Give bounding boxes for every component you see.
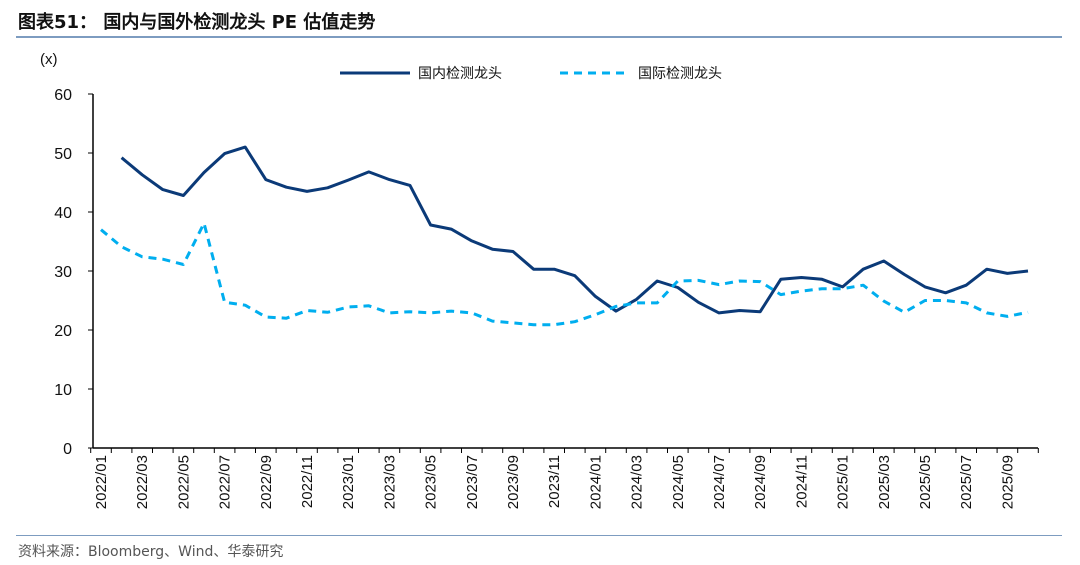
x-tick-label: 2022/05: [175, 455, 192, 509]
x-tick-label: 2022/11: [299, 455, 316, 508]
legend-label-domestic: 国内检测龙头: [418, 65, 502, 81]
y-tick-label: 50: [54, 146, 72, 163]
x-tick-label: 2024/03: [629, 455, 646, 509]
x-tick-label: 2024/07: [711, 455, 728, 509]
x-tick-label: 2025/01: [835, 455, 852, 509]
x-tick-label: 2025/09: [999, 455, 1016, 509]
legend-label-international: 国际检测龙头: [638, 65, 722, 81]
x-tick-label: 2022/01: [93, 455, 110, 509]
series-line-domestic: [120, 145, 1029, 315]
series-line-international: [100, 221, 1029, 327]
x-tick-label: 2025/03: [876, 455, 893, 509]
source-note: 资料来源：Bloomberg、Wind、华泰研究: [18, 544, 284, 560]
x-tick-label: 2023/03: [381, 455, 398, 509]
figure-title: 图表51： 国内与国外检测龙头 PE 估值走势: [18, 12, 376, 33]
title-divider: [16, 36, 1062, 38]
x-tick-label: 2022/09: [258, 455, 275, 509]
y-axis-unit: (x): [40, 51, 58, 68]
x-tick-label: 2024/09: [752, 455, 769, 509]
x-tick-label: 2023/09: [505, 455, 522, 509]
y-tick-label: 60: [54, 87, 72, 104]
legend: 国内检测龙头 国际检测龙头: [340, 65, 722, 81]
x-tick-label: 2024/05: [670, 455, 687, 509]
y-tick-label: 10: [54, 382, 72, 399]
x-tick-label: 2023/07: [464, 455, 481, 509]
x-tick-label: 2023/05: [423, 455, 440, 509]
x-tick-label: 2023/01: [340, 455, 357, 509]
x-tick-label: 2025/05: [917, 455, 934, 509]
y-tick-label: 0: [63, 441, 72, 458]
y-tick-label: 30: [54, 264, 72, 281]
x-tick-label: 2023/11: [546, 455, 563, 508]
x-tick-label: 2024/11: [793, 455, 810, 508]
x-tick-label: 2025/07: [958, 455, 975, 509]
y-tick-label: 20: [54, 323, 72, 340]
x-tick-label: 2022/07: [217, 455, 234, 509]
x-tick-label: 2024/01: [587, 455, 604, 509]
source-divider: [16, 535, 1062, 536]
x-tick-label: 2022/03: [134, 455, 151, 509]
y-tick-label: 40: [54, 205, 72, 222]
